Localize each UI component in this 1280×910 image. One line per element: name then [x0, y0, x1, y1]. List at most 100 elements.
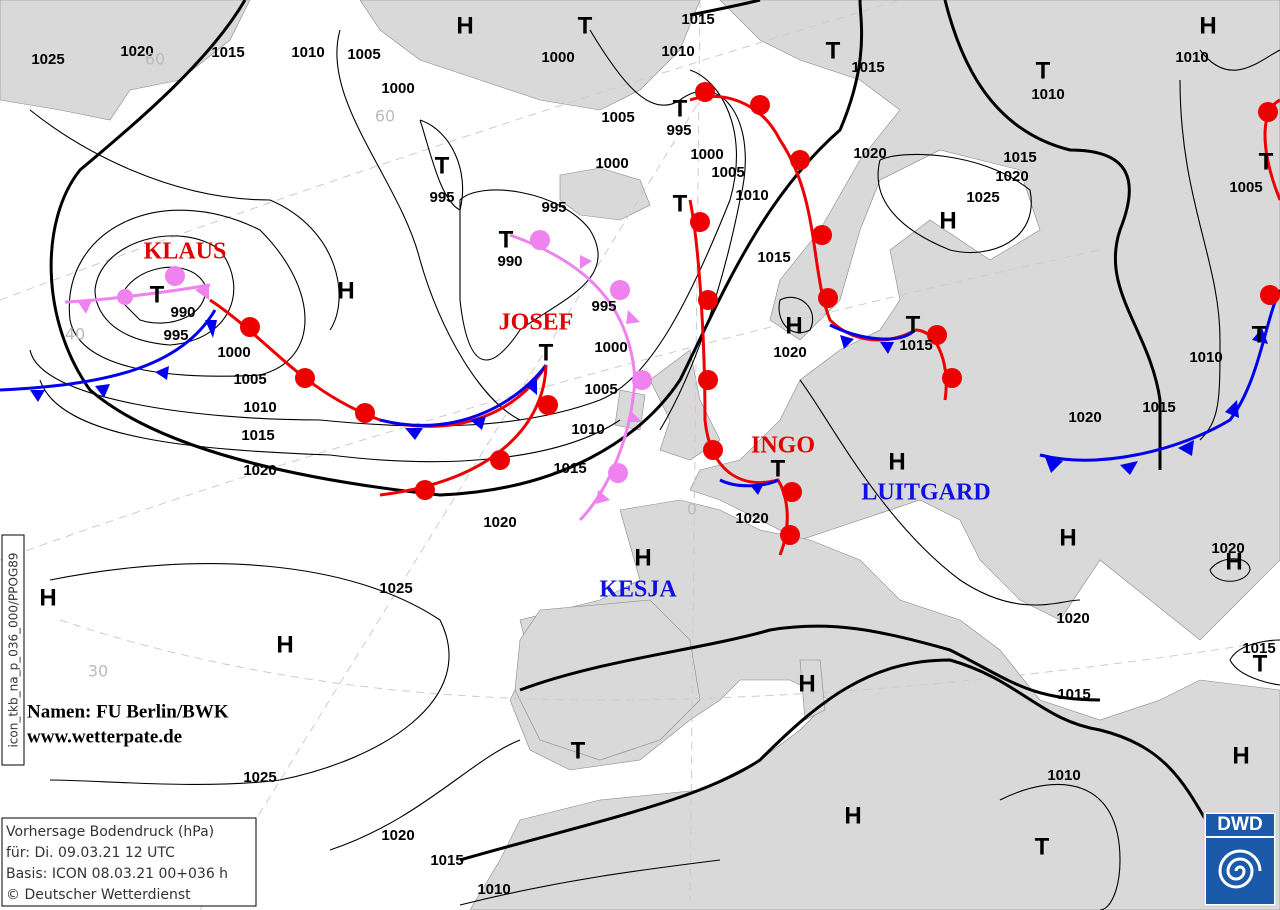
isobar-label: 1020: [853, 145, 886, 162]
pressure-center: T: [673, 190, 688, 217]
pressure-center: T: [571, 737, 586, 764]
pressure-center: H: [39, 584, 56, 611]
pressure-center: T: [1253, 650, 1268, 677]
pressure-center: H: [844, 802, 861, 829]
pressure-center: H: [634, 544, 651, 571]
isobar-label: 1015: [1057, 686, 1090, 703]
isobar-label: 1015: [757, 249, 790, 266]
pressure-center: T: [1259, 148, 1274, 175]
isobar-label: 1005: [601, 109, 634, 126]
isobar-label: 1010: [477, 881, 510, 898]
system-name: INGO: [751, 433, 815, 459]
info-line: für: Di. 09.03.21 12 UTC: [6, 845, 175, 861]
isobar-label: 1020: [1211, 540, 1244, 557]
isobar-label: 990: [497, 253, 522, 270]
isobar-label: 1005: [584, 381, 617, 398]
isobar-label: 1010: [571, 421, 604, 438]
pressure-center: T: [771, 455, 786, 482]
dwd-logo: DWD: [1203, 811, 1277, 907]
isobar-label: 1015: [899, 337, 932, 354]
isobar-label: 1015: [681, 11, 714, 28]
isobar-label: 1015: [211, 44, 244, 61]
isobar-label: 1010: [735, 187, 768, 204]
isobar-label: 1000: [595, 155, 628, 172]
isobar-label: 1005: [1229, 179, 1262, 196]
isobar-label: 1020: [120, 43, 153, 60]
info-line: © Deutscher Wetterdienst: [6, 887, 191, 903]
isobar-label: 1020: [735, 510, 768, 527]
isobar-label: 1000: [381, 80, 414, 97]
pressure-center: T: [539, 339, 554, 366]
isobar-label: 1010: [1047, 767, 1080, 784]
isobar-label: 1000: [594, 339, 627, 356]
isobar-label: 1020: [773, 344, 806, 361]
isobar-label: 1010: [291, 44, 324, 61]
isobar-label: 1005: [233, 371, 266, 388]
isobar-label: 1015: [1142, 399, 1175, 416]
pressure-center: T: [1035, 833, 1050, 860]
isobar-label: 1010: [243, 399, 276, 416]
isobar-label: 1005: [711, 164, 744, 181]
latitude-label: 30: [88, 662, 108, 681]
credit: Namen: FU Berlin/BWK: [27, 701, 229, 722]
isobar-label: 1025: [379, 580, 412, 597]
run-id-box: [1, 534, 25, 766]
pressure-center: T: [578, 12, 593, 39]
isobar-label: 1020: [243, 462, 276, 479]
isobar-label: 1025: [243, 769, 276, 786]
pressure-center: H: [888, 448, 905, 475]
isobar-label: 1010: [661, 43, 694, 60]
pressure-center: T: [673, 95, 688, 122]
pressure-center: H: [276, 631, 293, 658]
pressure-center: H: [1232, 742, 1249, 769]
isobar-label: 1015: [1003, 149, 1036, 166]
pressure-center: H: [456, 12, 473, 39]
isobar-label: 1015: [430, 852, 463, 869]
labels: 1025 1020 1015 1010 100510001000101510101015…: [31, 11, 1275, 898]
isobar-label: 1020: [1068, 409, 1101, 426]
isobar-label: 1000: [690, 146, 723, 163]
system-name: KLAUS: [144, 239, 227, 265]
pressure-center: H: [1199, 12, 1216, 39]
pressure-center: T: [499, 226, 514, 253]
isobar-label: 995: [429, 189, 454, 206]
isobar-label: 995: [666, 122, 691, 139]
isobar-label: 1000: [541, 49, 574, 66]
isobar-label: 1020: [995, 168, 1028, 185]
isobar-label: 1020: [483, 514, 516, 531]
pressure-center: H: [939, 207, 956, 234]
system-name: LUITGARD: [861, 480, 990, 506]
latitude-label: 60: [375, 107, 395, 126]
isobar-label: 1010: [1175, 49, 1208, 66]
info-line: Basis: ICON 08.03.21 00+036 h: [6, 866, 228, 882]
isobar-label: 1000: [217, 344, 250, 361]
run-id: icon_tkb_na_p_036_000/PPOG89: [7, 552, 21, 747]
isobar-label: 995: [163, 327, 188, 344]
isobar-label: 1010: [1031, 86, 1064, 103]
isobar-label: 1015: [241, 427, 274, 444]
pressure-center: T: [826, 37, 841, 64]
latitude-label: 0: [687, 500, 697, 519]
latitude-label: 40: [65, 325, 85, 344]
latitude-label: 60: [145, 50, 165, 69]
info-line: Vorhersage Bodendruck (hPa): [6, 824, 214, 840]
isobar-label: 995: [591, 298, 616, 315]
isobar-label: 1005: [347, 46, 380, 63]
isobar-label: 995: [541, 199, 566, 216]
system-name: JOSEF: [499, 310, 574, 336]
system-name: KESJA: [599, 577, 677, 603]
pressure-center: T: [906, 311, 921, 338]
isobar-label: 990: [170, 304, 195, 321]
info-box: [1, 817, 257, 907]
isobar-label: 1025: [31, 51, 64, 68]
pressure-center: H: [1059, 524, 1076, 551]
credit: www.wetterpate.de: [27, 726, 182, 747]
isobar-label: 1015: [851, 59, 884, 76]
isobar-label: 1020: [1056, 610, 1089, 627]
pressure-center: T: [150, 281, 165, 308]
pressure-center: H: [1225, 548, 1242, 575]
logo-text: DWD: [1217, 814, 1262, 835]
